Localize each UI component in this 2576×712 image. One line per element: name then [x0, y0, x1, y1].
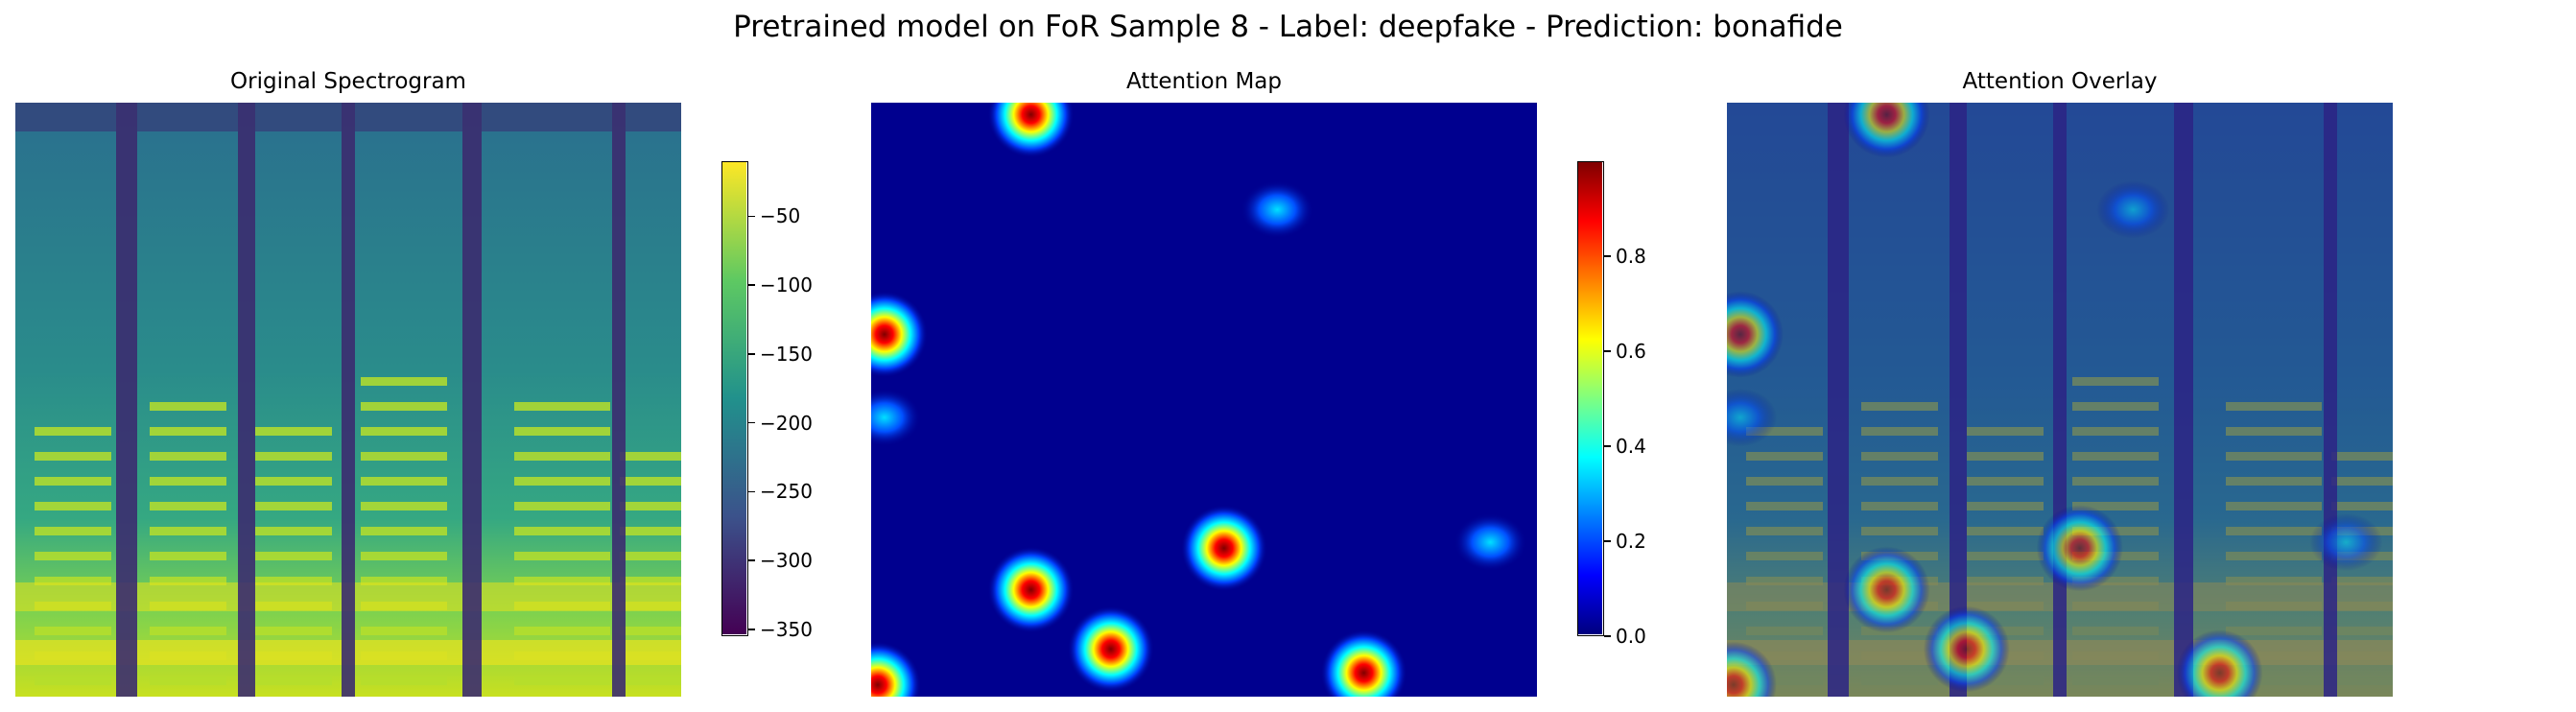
panel-title-overlay: Attention Overlay: [1962, 69, 2158, 94]
attention-hotspot: [1923, 605, 2010, 693]
attention-hotspot: [1067, 605, 1154, 693]
cbar2-tickmark: [1604, 635, 1611, 637]
attention-hotspot: [1843, 103, 1930, 158]
attention-hotspot: [1241, 180, 1314, 239]
cbar2-tickmark: [1604, 255, 1611, 257]
cbar1-tickmark: [748, 421, 755, 424]
attention-hotspot: [2036, 505, 2123, 592]
attention-hotspot: [2176, 629, 2263, 697]
cbar1-tick-label: −100: [760, 273, 813, 297]
cbar2-tick-label: 0.4: [1616, 435, 1646, 458]
attention-hotspot: [2309, 513, 2383, 572]
cbar2-tick-label: 0.0: [1616, 625, 1646, 648]
attention-hotspot: [1843, 546, 1930, 633]
attention-hotspot: [2096, 180, 2170, 239]
attention-hotspot: [871, 291, 928, 378]
panel-title-spectrogram: Original Spectrogram: [230, 69, 466, 94]
cbar1-tick-label: −300: [760, 549, 813, 573]
cbar2-tick-label: 0.8: [1616, 245, 1646, 268]
attention-hotspot: [1727, 389, 1777, 447]
spectrogram-image: [15, 103, 681, 697]
cbar2-tickmark: [1604, 350, 1611, 352]
attention-hotspot: [1320, 629, 1407, 697]
cbar1-tick-label: −250: [760, 480, 813, 504]
cbar1-tick-label: −150: [760, 342, 813, 366]
attention-hotspot: [1453, 513, 1527, 572]
overlay-image: [1727, 103, 2393, 697]
cbar1-tickmark: [748, 629, 755, 630]
colorbar-spectrogram: [721, 161, 748, 636]
cbar1-tickmark: [748, 284, 755, 286]
cbar1-tick-label: −350: [760, 617, 813, 641]
attention-map-image: [871, 103, 1537, 697]
cbar1-tick-label: −200: [760, 411, 813, 435]
cbar2-tick-label: 0.6: [1616, 340, 1646, 363]
attention-hotspot: [987, 103, 1075, 158]
figure-title: Pretrained model on FoR Sample 8 - Label…: [733, 10, 1843, 44]
cbar1-tickmark: [748, 559, 755, 561]
colorbar-attention: [1577, 161, 1604, 636]
cbar1-tickmark: [748, 490, 755, 493]
attention-hotspot: [871, 641, 921, 697]
cbar2-tick-label: 0.2: [1616, 530, 1646, 553]
attention-hotspot: [1180, 505, 1267, 592]
cbar1-tickmark: [748, 215, 755, 218]
attention-hotspot: [1727, 291, 1784, 378]
attention-hotspot: [871, 389, 921, 447]
attention-hotspot: [1727, 641, 1777, 697]
attention-hotspot: [987, 546, 1075, 633]
panel-title-attention: Attention Map: [1126, 69, 1282, 94]
cbar1-tickmark: [748, 353, 755, 355]
cbar1-tick-label: −50: [760, 204, 801, 228]
cbar2-tickmark: [1604, 445, 1611, 447]
cbar2-tickmark: [1604, 540, 1611, 542]
